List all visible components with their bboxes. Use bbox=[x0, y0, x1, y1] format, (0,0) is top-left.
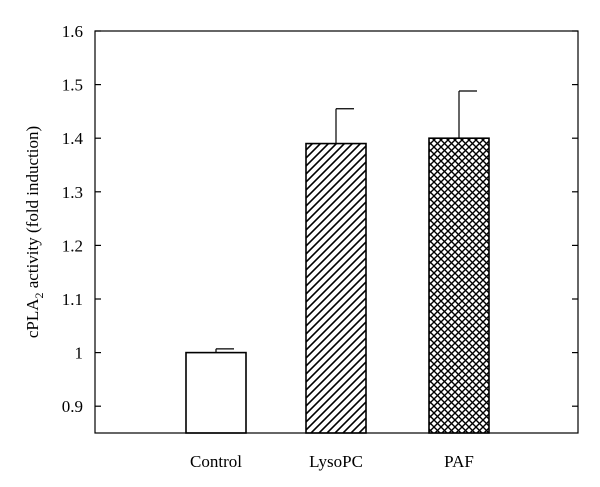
y-axis: 0.9 1 1.1 1.2 1.3 1.4 1.5 1.6 bbox=[62, 22, 578, 416]
y-tick-label: 1 bbox=[75, 344, 84, 363]
x-tick-label: Control bbox=[190, 452, 242, 471]
x-axis: Control LysoPC PAF bbox=[190, 452, 474, 471]
plot-area bbox=[185, 90, 490, 434]
y-tick-label: 1.5 bbox=[62, 76, 83, 95]
bar-control bbox=[185, 351, 247, 434]
y-tick-label: 0.9 bbox=[62, 397, 83, 416]
y-tick-label: 1.1 bbox=[62, 290, 83, 309]
y-tick-label: 1.6 bbox=[62, 22, 83, 41]
plot-frame bbox=[94, 30, 579, 434]
y-axis-title-subscript: 2 bbox=[32, 292, 46, 298]
y-tick-label: 1.3 bbox=[62, 183, 83, 202]
x-tick-label: LysoPC bbox=[309, 452, 363, 471]
y-tick-label: 1.4 bbox=[62, 129, 84, 148]
y-tick-label: 1.2 bbox=[62, 236, 83, 255]
y-axis-title-rest: activity (fold induction) bbox=[23, 126, 42, 293]
x-tick-label: PAF bbox=[444, 452, 474, 471]
bar-lysopc bbox=[305, 142, 367, 434]
bar-paf bbox=[428, 137, 490, 434]
y-axis-title-main: cPLA bbox=[23, 298, 42, 338]
y-axis-title: cPLA2 activity (fold induction) bbox=[23, 126, 46, 338]
